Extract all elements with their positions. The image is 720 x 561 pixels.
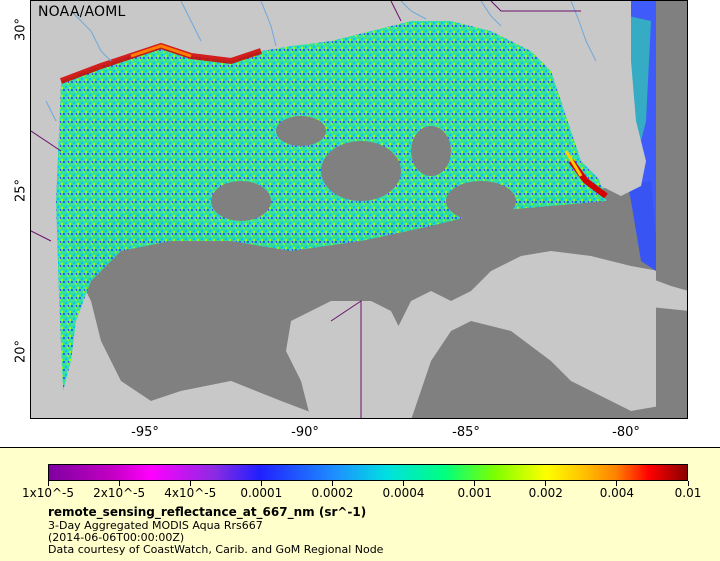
no-data-patch [446, 181, 516, 221]
colorbar-tick [118, 481, 120, 486]
credit-line: Data courtesy of CoastWatch, Carib. and … [48, 543, 384, 556]
colorbar-tick [189, 481, 191, 486]
colorbar-tick-label: 0.004 [599, 486, 635, 500]
rivers [45, 1, 597, 122]
lon-label-85: -85° [452, 425, 480, 440]
data-region [56, 21, 606, 391]
no-data-patch [211, 181, 271, 221]
colorbar-tick-label: 0.01 [674, 486, 702, 500]
variable-title: remote_sensing_reflectance_at_667_nm (sr… [48, 505, 367, 519]
no-data-patch [411, 126, 451, 176]
colorbar-tick [616, 481, 618, 486]
colorbar-tick-label: 0.001 [457, 486, 492, 500]
colorbar-tick-label: 0.0004 [382, 486, 425, 500]
colorbar-tick [474, 481, 476, 486]
colorbar-tick-label: 0.002 [528, 486, 563, 500]
no-data-strip [656, 1, 687, 418]
colorbar-tick-label: 0.0001 [240, 486, 283, 500]
lat-label-25: 25° [13, 178, 29, 203]
lon-label-80: -80° [612, 425, 640, 440]
colorbar-tick-label: 1x10^-5 [21, 486, 75, 500]
colorbar-tick [687, 481, 689, 486]
florida-land [551, 1, 646, 196]
yucatan-land [286, 301, 401, 418]
lon-label-90: -90° [291, 425, 319, 440]
map-panel[interactable] [30, 0, 688, 419]
lat-label-20: 20° [13, 339, 29, 364]
no-data-patch [321, 141, 401, 201]
legend-panel: 1x10^-5 2x10^-5 4x10^-5 0.0001 0.0002 0.0004 0… [0, 447, 720, 561]
colorbar-tick [403, 481, 405, 486]
mexico-land [31, 1, 71, 418]
colorbar-tick-label: 4x10^-5 [164, 486, 217, 500]
borders [31, 1, 581, 418]
colorbar-tick [260, 481, 262, 486]
product-line: 3-Day Aggregated MODIS Aqua Rrs667 [48, 519, 263, 532]
colorbar-tick [47, 481, 49, 486]
colorbar [48, 464, 688, 481]
brand-label: NOAA/AOML [38, 4, 126, 20]
us-land [61, 1, 561, 81]
date-line: (2014-06-06T00:00:00Z) [48, 531, 185, 544]
cuba-land [501, 256, 687, 311]
map-canvas [31, 1, 687, 418]
lon-label-95: -95° [131, 425, 159, 440]
lat-label-30: 30° [13, 17, 29, 42]
no-data-patch [276, 116, 326, 146]
colorbar-tick-label: 0.0002 [311, 486, 354, 500]
colorbar-tick-label: 2x10^-5 [93, 486, 146, 500]
colorbar-tick [331, 481, 333, 486]
colorbar-tick [545, 481, 547, 486]
